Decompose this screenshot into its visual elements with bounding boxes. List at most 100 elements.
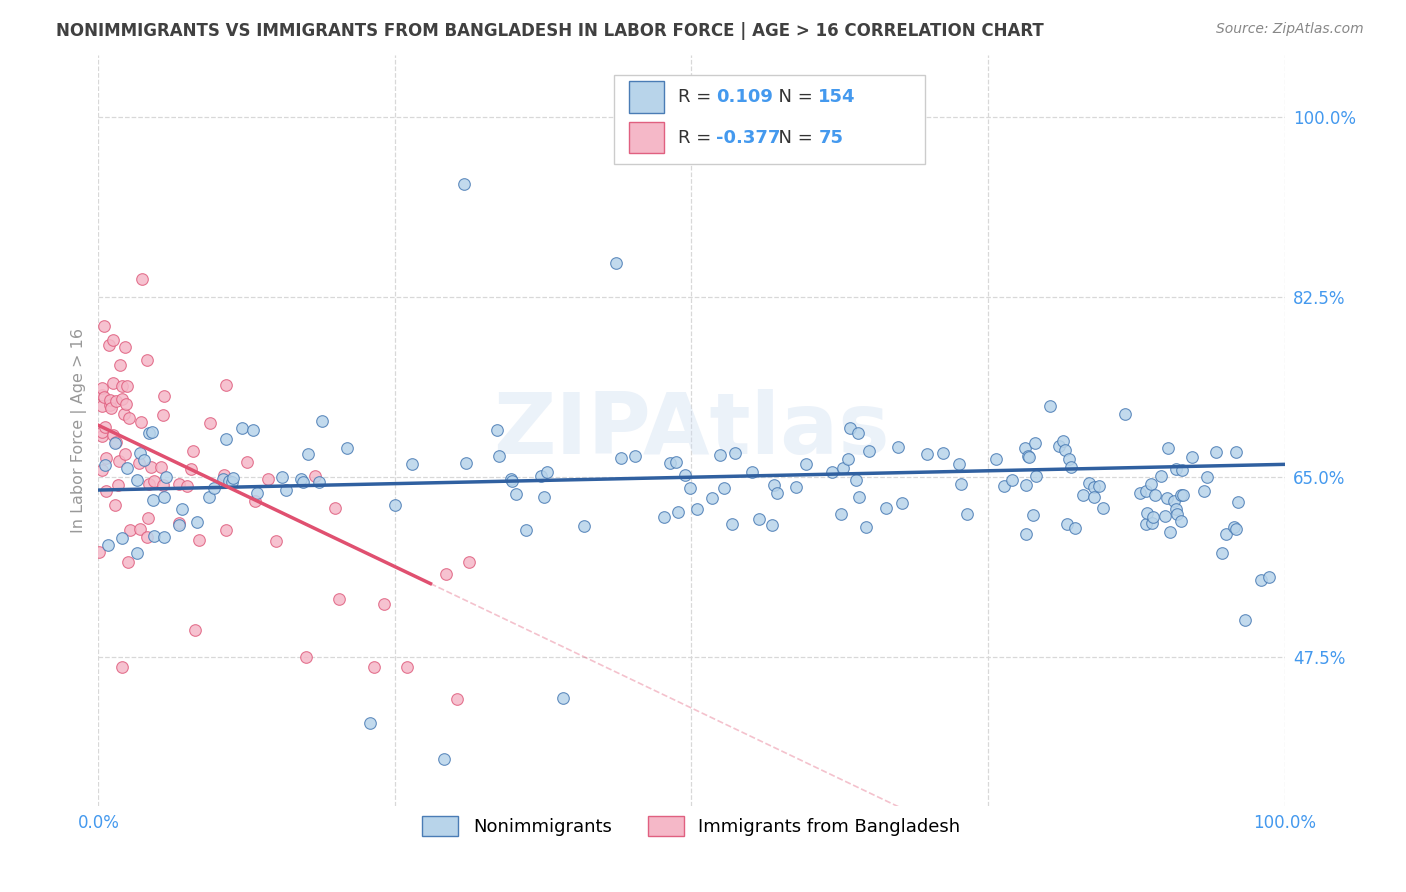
- Point: [610, 451, 633, 466]
- FancyBboxPatch shape: [628, 122, 664, 153]
- Point: [93, 458, 115, 473]
- Point: [1056, 516, 1078, 531]
- Point: [434, 566, 457, 581]
- Point: [221, 475, 243, 490]
- Point: [1226, 495, 1249, 509]
- Point: [222, 471, 245, 485]
- Point: [762, 478, 785, 492]
- Point: [1025, 468, 1047, 483]
- Text: ZIPAtlas: ZIPAtlas: [494, 389, 890, 472]
- Point: [363, 660, 385, 674]
- Point: [1171, 463, 1194, 477]
- Point: [848, 490, 870, 504]
- Point: [1047, 439, 1070, 453]
- Point: [212, 468, 235, 483]
- Point: [666, 504, 689, 518]
- Point: [100, 401, 122, 415]
- Text: Source: ZipAtlas.com: Source: ZipAtlas.com: [1216, 22, 1364, 37]
- Point: [713, 482, 735, 496]
- Point: [93, 319, 115, 334]
- Point: [748, 512, 770, 526]
- Point: [533, 490, 555, 504]
- Point: [152, 408, 174, 422]
- Point: [292, 475, 315, 489]
- Point: [915, 447, 938, 461]
- Point: [485, 423, 508, 437]
- Point: [243, 494, 266, 508]
- Point: [295, 649, 318, 664]
- Point: [155, 470, 177, 484]
- Point: [1154, 508, 1177, 523]
- Point: [311, 413, 333, 427]
- Point: [1250, 574, 1272, 588]
- Point: [104, 435, 127, 450]
- Point: [1071, 488, 1094, 502]
- Point: [172, 502, 194, 516]
- Point: [1114, 407, 1136, 421]
- Point: [120, 524, 142, 538]
- Point: [1018, 450, 1040, 464]
- Point: [887, 440, 910, 454]
- Point: [658, 456, 681, 470]
- Point: [1192, 484, 1215, 499]
- Point: [117, 555, 139, 569]
- Point: [1052, 434, 1074, 448]
- Point: [150, 460, 173, 475]
- Point: [1060, 459, 1083, 474]
- Legend: Nonimmigrants, Immigrants from Bangladesh: Nonimmigrants, Immigrants from Banglades…: [413, 806, 970, 846]
- Point: [1156, 441, 1178, 455]
- Point: [128, 456, 150, 470]
- Point: [323, 501, 346, 516]
- Point: [454, 456, 477, 470]
- Point: [142, 475, 165, 489]
- Point: [129, 446, 152, 460]
- Text: 154: 154: [818, 87, 856, 106]
- Point: [1015, 478, 1038, 492]
- Point: [114, 447, 136, 461]
- Point: [276, 483, 298, 498]
- Point: [1083, 490, 1105, 504]
- Point: [1083, 480, 1105, 494]
- Point: [111, 660, 134, 674]
- Point: [1215, 527, 1237, 541]
- Point: [1205, 445, 1227, 459]
- Point: [138, 477, 160, 491]
- Text: N =: N =: [768, 87, 818, 106]
- Point: [131, 271, 153, 285]
- FancyBboxPatch shape: [614, 76, 925, 164]
- Point: [993, 479, 1015, 493]
- Point: [396, 660, 419, 674]
- Point: [111, 379, 134, 393]
- Point: [1053, 442, 1076, 457]
- Point: [111, 392, 134, 406]
- Point: [1140, 516, 1163, 531]
- Point: [1150, 468, 1173, 483]
- Point: [264, 533, 287, 548]
- Point: [501, 475, 523, 489]
- Point: [1211, 546, 1233, 560]
- Point: [1170, 514, 1192, 528]
- Point: [1234, 613, 1257, 627]
- Point: [236, 454, 259, 468]
- Point: [214, 433, 236, 447]
- Point: [446, 691, 468, 706]
- Point: [242, 423, 264, 437]
- Point: [98, 392, 121, 407]
- Point: [766, 485, 789, 500]
- Text: R =: R =: [678, 128, 717, 146]
- Point: [180, 462, 202, 476]
- Text: R =: R =: [678, 87, 717, 106]
- FancyBboxPatch shape: [628, 81, 664, 112]
- Point: [1001, 473, 1024, 487]
- Point: [605, 256, 627, 270]
- Point: [1144, 488, 1167, 502]
- Point: [336, 441, 359, 455]
- Point: [675, 468, 697, 483]
- Point: [839, 421, 862, 435]
- Point: [97, 538, 120, 552]
- Point: [142, 492, 165, 507]
- Point: [136, 511, 159, 525]
- Point: [1136, 506, 1159, 520]
- Point: [114, 340, 136, 354]
- Point: [128, 522, 150, 536]
